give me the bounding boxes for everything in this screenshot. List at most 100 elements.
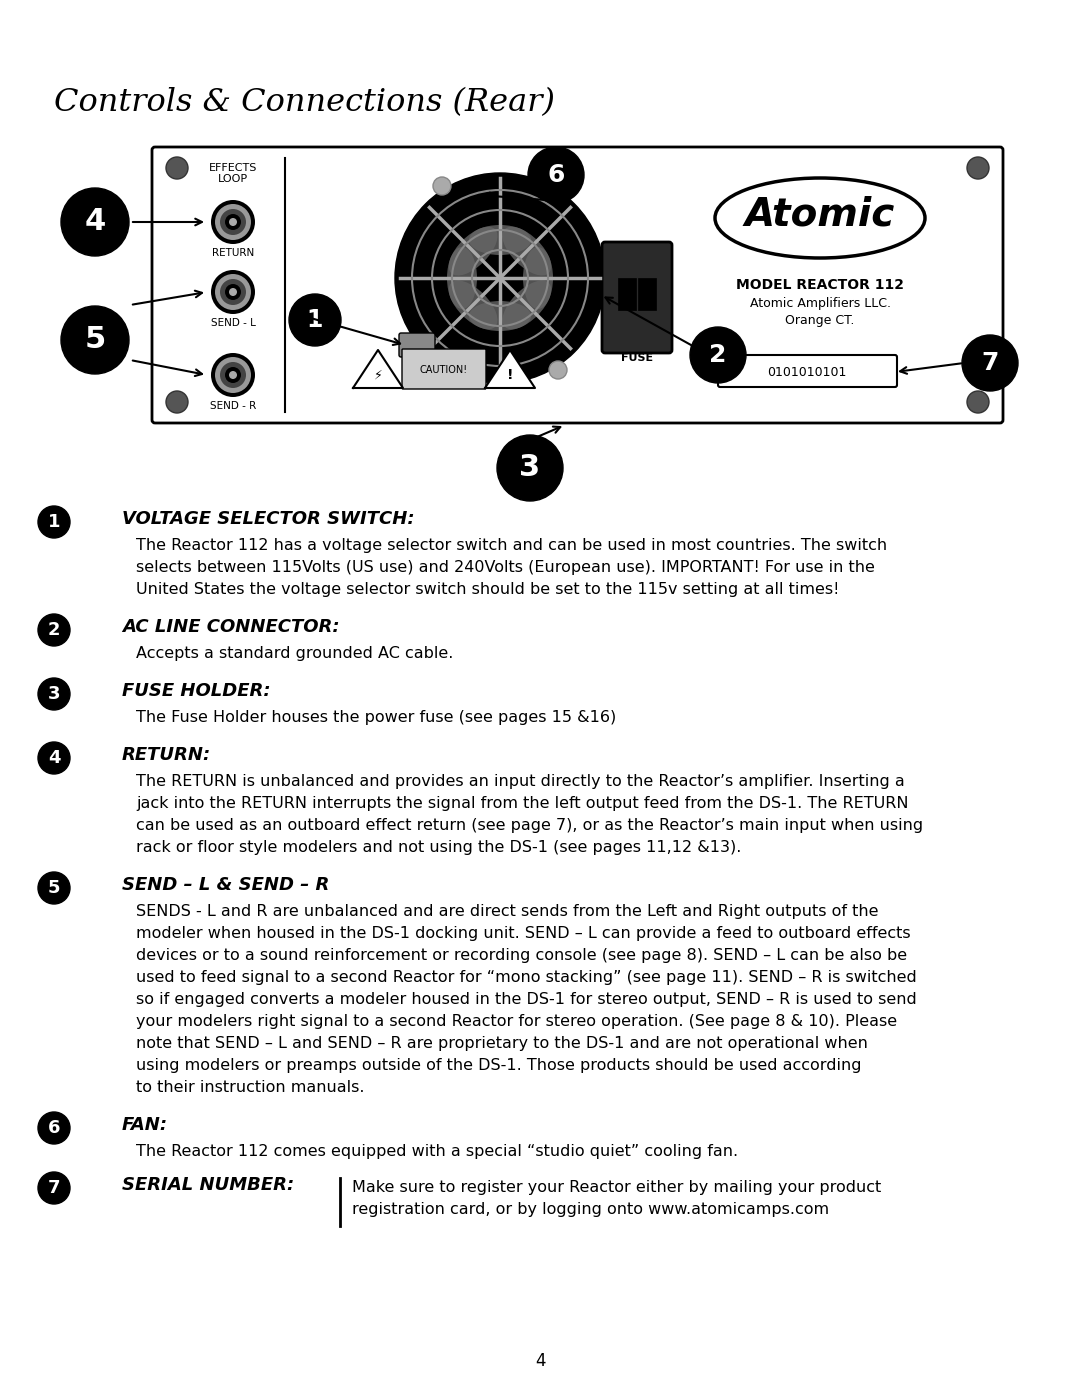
Text: can be used as an outboard effect return (see page 7), or as the Reactor’s main : can be used as an outboard effect return… <box>136 819 923 833</box>
Circle shape <box>220 279 246 305</box>
Text: The RETURN is unbalanced and provides an input directly to the Reactor’s amplifi: The RETURN is unbalanced and provides an… <box>136 774 905 789</box>
Text: SENDS - L and R are unbalanced and are direct sends from the Left and Right outp: SENDS - L and R are unbalanced and are d… <box>136 904 878 919</box>
Circle shape <box>528 147 584 203</box>
Text: Make sure to register your Reactor either by mailing your product: Make sure to register your Reactor eithe… <box>352 1180 881 1194</box>
Text: 1: 1 <box>307 307 323 332</box>
Circle shape <box>38 742 70 774</box>
Circle shape <box>229 288 237 296</box>
Text: The Fuse Holder houses the power fuse (see pages 15 &16): The Fuse Holder houses the power fuse (s… <box>136 710 617 725</box>
Polygon shape <box>353 351 403 388</box>
Ellipse shape <box>469 300 531 331</box>
Text: EFFECTS
LOOP: EFFECTS LOOP <box>208 163 257 184</box>
Circle shape <box>38 1112 70 1144</box>
Circle shape <box>38 506 70 538</box>
Text: United States the voltage selector switch should be set to the 115v setting at a: United States the voltage selector switc… <box>136 583 839 597</box>
Text: 2: 2 <box>48 622 60 638</box>
Circle shape <box>215 204 251 240</box>
Text: 3: 3 <box>519 454 541 482</box>
Text: 0101010101: 0101010101 <box>767 366 847 379</box>
Text: SEND - R: SEND - R <box>210 401 256 411</box>
Text: !: ! <box>507 367 513 381</box>
Circle shape <box>225 284 241 300</box>
Circle shape <box>220 210 246 235</box>
Circle shape <box>690 327 746 383</box>
Text: using modelers or preamps outside of the DS-1. Those products should be used acc: using modelers or preamps outside of the… <box>136 1058 862 1073</box>
FancyBboxPatch shape <box>718 355 897 387</box>
Text: FUSE: FUSE <box>621 353 653 363</box>
Circle shape <box>433 177 451 196</box>
Circle shape <box>211 270 255 314</box>
Circle shape <box>289 293 341 346</box>
Text: Atomic: Atomic <box>745 196 895 233</box>
Text: 5: 5 <box>84 326 106 355</box>
Ellipse shape <box>449 226 498 275</box>
Text: used to feed signal to a second Reactor for “mono stacking” (see page 11). SEND : used to feed signal to a second Reactor … <box>136 970 917 985</box>
Text: ⚡: ⚡ <box>374 369 382 381</box>
Circle shape <box>38 615 70 645</box>
Text: 5: 5 <box>48 879 60 897</box>
Circle shape <box>433 360 451 379</box>
Text: jack into the RETURN interrupts the signal from the left output feed from the DS: jack into the RETURN interrupts the sign… <box>136 796 908 812</box>
Text: 6: 6 <box>48 1119 60 1137</box>
Text: SERIAL NUMBER:: SERIAL NUMBER: <box>122 1176 294 1194</box>
Text: Atomic Amplifiers LLC.: Atomic Amplifiers LLC. <box>750 298 891 310</box>
Text: SEND – L & SEND – R: SEND – L & SEND – R <box>122 876 329 894</box>
Circle shape <box>549 177 567 196</box>
Circle shape <box>967 156 989 179</box>
Text: VOLTAGE SELECTOR SWITCH:: VOLTAGE SELECTOR SWITCH: <box>122 510 415 528</box>
Circle shape <box>38 678 70 710</box>
Circle shape <box>60 306 129 374</box>
FancyBboxPatch shape <box>402 349 486 388</box>
Text: 2: 2 <box>710 344 727 367</box>
Text: to their instruction manuals.: to their instruction manuals. <box>136 1080 365 1095</box>
Text: 3: 3 <box>48 685 60 703</box>
Circle shape <box>215 358 251 393</box>
Text: The Reactor 112 comes equipped with a special “studio quiet” cooling fan.: The Reactor 112 comes equipped with a sp… <box>136 1144 738 1160</box>
Circle shape <box>38 872 70 904</box>
Text: 4: 4 <box>535 1352 545 1370</box>
Ellipse shape <box>502 281 551 330</box>
Bar <box>638 278 656 310</box>
Text: RETURN: RETURN <box>212 249 254 258</box>
Text: The Reactor 112 has a voltage selector switch and can be used in most countries.: The Reactor 112 has a voltage selector s… <box>136 538 887 553</box>
Circle shape <box>166 391 188 414</box>
Text: MODEL REACTOR 112: MODEL REACTOR 112 <box>735 278 904 292</box>
Ellipse shape <box>447 247 477 309</box>
FancyBboxPatch shape <box>602 242 672 353</box>
Text: SEND - L: SEND - L <box>211 319 256 328</box>
Text: FUSE HOLDER:: FUSE HOLDER: <box>122 682 271 700</box>
Circle shape <box>229 372 237 379</box>
Text: 6: 6 <box>548 163 565 187</box>
Text: 1: 1 <box>48 513 60 531</box>
Circle shape <box>497 434 563 502</box>
Ellipse shape <box>469 225 531 256</box>
Circle shape <box>211 353 255 397</box>
FancyBboxPatch shape <box>152 147 1003 423</box>
Text: CAUTION!: CAUTION! <box>420 365 468 374</box>
Text: note that SEND – L and SEND – R are proprietary to the DS-1 and are not operatio: note that SEND – L and SEND – R are prop… <box>136 1037 868 1051</box>
FancyBboxPatch shape <box>399 332 435 358</box>
Text: Accepts a standard grounded AC cable.: Accepts a standard grounded AC cable. <box>136 645 454 661</box>
Ellipse shape <box>523 247 553 309</box>
Text: 7: 7 <box>48 1179 60 1197</box>
Text: 7: 7 <box>982 351 999 374</box>
Ellipse shape <box>502 226 551 275</box>
Text: Controls & Connections (Rear): Controls & Connections (Rear) <box>54 87 555 117</box>
Circle shape <box>166 156 188 179</box>
Circle shape <box>211 200 255 244</box>
Ellipse shape <box>449 281 498 330</box>
Text: FAN:: FAN: <box>122 1116 168 1134</box>
Circle shape <box>60 189 129 256</box>
Circle shape <box>549 360 567 379</box>
Circle shape <box>220 362 246 388</box>
Circle shape <box>225 367 241 383</box>
Circle shape <box>967 391 989 414</box>
Circle shape <box>225 214 241 231</box>
Text: so if engaged converts a modeler housed in the DS-1 for stereo output, SEND – R : so if engaged converts a modeler housed … <box>136 992 917 1007</box>
Text: devices or to a sound reinforcement or recording console (see page 8). SEND – L : devices or to a sound reinforcement or r… <box>136 949 907 963</box>
Text: Orange CT.: Orange CT. <box>785 314 854 327</box>
Text: 4: 4 <box>48 749 60 767</box>
Text: AC LINE CONNECTOR:: AC LINE CONNECTOR: <box>122 617 339 636</box>
Text: selects between 115Volts (US use) and 240Volts (European use). IMPORTANT! For us: selects between 115Volts (US use) and 24… <box>136 560 875 576</box>
Circle shape <box>395 173 605 383</box>
